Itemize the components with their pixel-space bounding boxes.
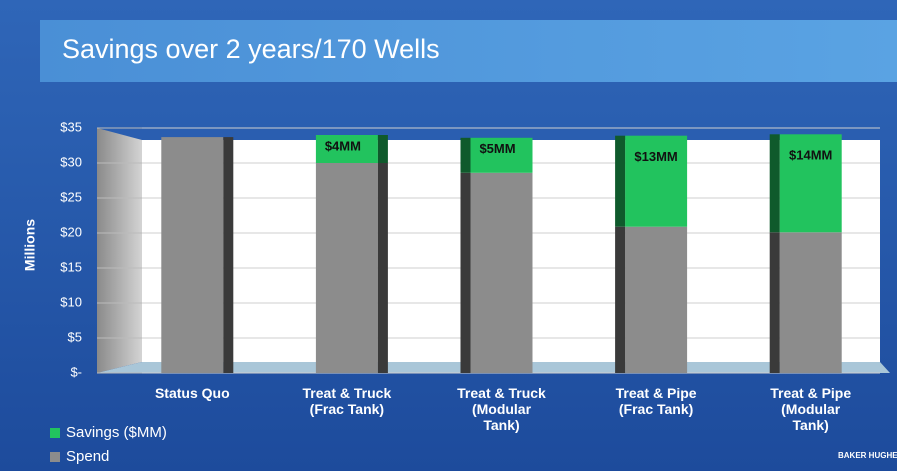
x-tick-label: Treat & Truck (Modular Tank) [457, 385, 546, 433]
bar-side [615, 226, 626, 373]
x-tick-label: Treat & Pipe (Modular Tank) [770, 385, 852, 433]
x-tick-label: Treat & Truck (Frac Tank) [302, 385, 392, 417]
value-label: $13MM [634, 149, 677, 164]
x-tick-label: Status Quo [154, 385, 230, 401]
left-wall [97, 128, 142, 373]
bar-side [223, 137, 234, 373]
chart-title: Savings over 2 years/170 Wells [62, 34, 440, 64]
bar-segment [470, 137, 533, 173]
bar-segment [161, 137, 224, 373]
y-tick-label: $15 [60, 259, 82, 274]
legend-swatch [50, 452, 60, 462]
bar-side [377, 135, 388, 163]
legend-label: Savings ($MM) [66, 424, 167, 441]
bar-segment [315, 135, 378, 163]
bar-side [769, 134, 780, 233]
title-band [40, 20, 897, 82]
bar-side [615, 135, 626, 227]
bar-segment [315, 163, 378, 373]
y-tick-label: $20 [60, 224, 82, 239]
bar-side [769, 232, 780, 373]
bar-segment [470, 172, 533, 373]
x-tick-label: Treat & Pipe (Frac Tank) [615, 385, 697, 417]
logo: BAKER HUGHES [838, 451, 897, 460]
bar-side [460, 137, 471, 173]
bar-segment [779, 232, 842, 373]
y-axis-label: Millions [22, 219, 38, 271]
value-label: $14MM [789, 148, 832, 163]
y-tick-label: $25 [60, 189, 82, 204]
bar-segment [625, 135, 688, 227]
bar-segment [625, 226, 688, 373]
legend-swatch [50, 428, 60, 438]
value-label: $5MM [479, 141, 515, 156]
legend-label: Spend [66, 448, 109, 465]
bar-side [377, 163, 388, 373]
y-tick-label: $30 [60, 154, 82, 169]
y-tick-label: $- [70, 364, 82, 379]
bar-side [460, 172, 471, 373]
y-tick-label: $5 [68, 329, 82, 344]
y-tick-label: $10 [60, 294, 82, 309]
bar-segment [779, 134, 842, 233]
value-label: $4MM [325, 138, 361, 153]
y-tick-label: $35 [60, 119, 82, 134]
